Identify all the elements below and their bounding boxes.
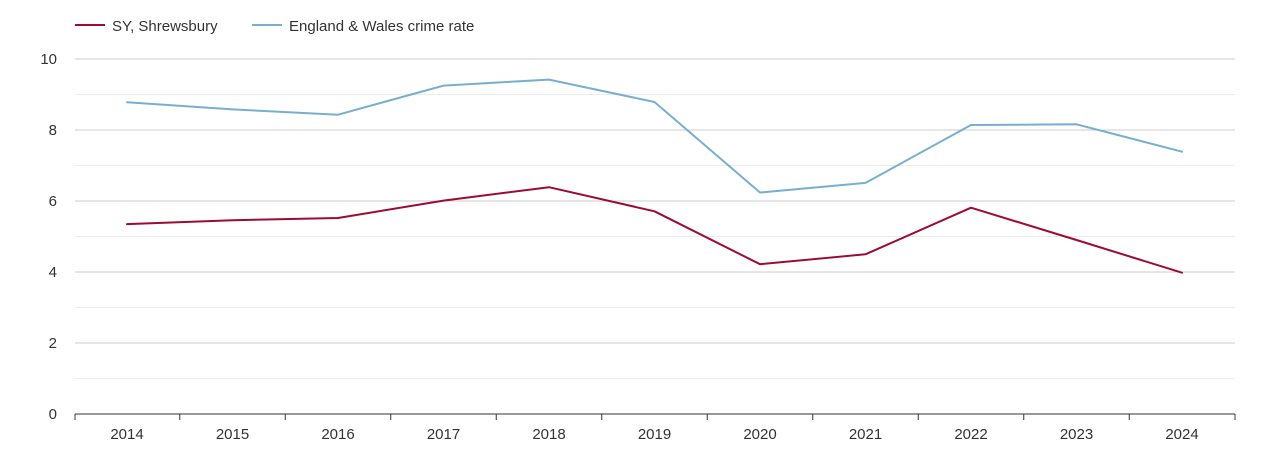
series-line-england-wales-crime-rate bbox=[126, 78, 1183, 194]
series-line-sy-shrewsbury bbox=[126, 186, 1183, 274]
x-tick-label: 2023 bbox=[1060, 426, 1093, 443]
x-tick-label: 2018 bbox=[532, 426, 565, 443]
x-tick-label: 2019 bbox=[638, 426, 671, 443]
x-tick-label: 2015 bbox=[216, 426, 249, 443]
x-tick-label: 2017 bbox=[427, 426, 460, 443]
grid bbox=[75, 58, 1235, 379]
y-axis: 0 2 4 6 8 10 bbox=[40, 51, 57, 423]
x-tick-label: 2016 bbox=[321, 426, 354, 443]
x-tick-label: 2022 bbox=[954, 426, 987, 443]
series-lines bbox=[126, 78, 1183, 274]
y-tick-label: 0 bbox=[49, 406, 57, 423]
x-tick-label: 2020 bbox=[743, 426, 776, 443]
legend-label: England & Wales crime rate bbox=[289, 18, 474, 35]
y-tick-label: 2 bbox=[49, 335, 57, 352]
x-tick-label: 2024 bbox=[1165, 426, 1198, 443]
y-tick-label: 8 bbox=[49, 122, 57, 139]
x-tick-label: 2014 bbox=[110, 426, 143, 443]
y-tick-label: 6 bbox=[49, 193, 57, 210]
y-tick-label: 4 bbox=[49, 264, 57, 281]
y-tick-label: 10 bbox=[40, 51, 57, 68]
x-tick-label: 2021 bbox=[849, 426, 882, 443]
legend-label: SY, Shrewsbury bbox=[112, 18, 218, 35]
x-axis: 2014 2015 2016 2017 2018 2019 2020 2021 2022 2023… bbox=[74, 413, 1236, 443]
legend: SY, Shrewsbury England & Wales crime rate bbox=[75, 18, 474, 35]
